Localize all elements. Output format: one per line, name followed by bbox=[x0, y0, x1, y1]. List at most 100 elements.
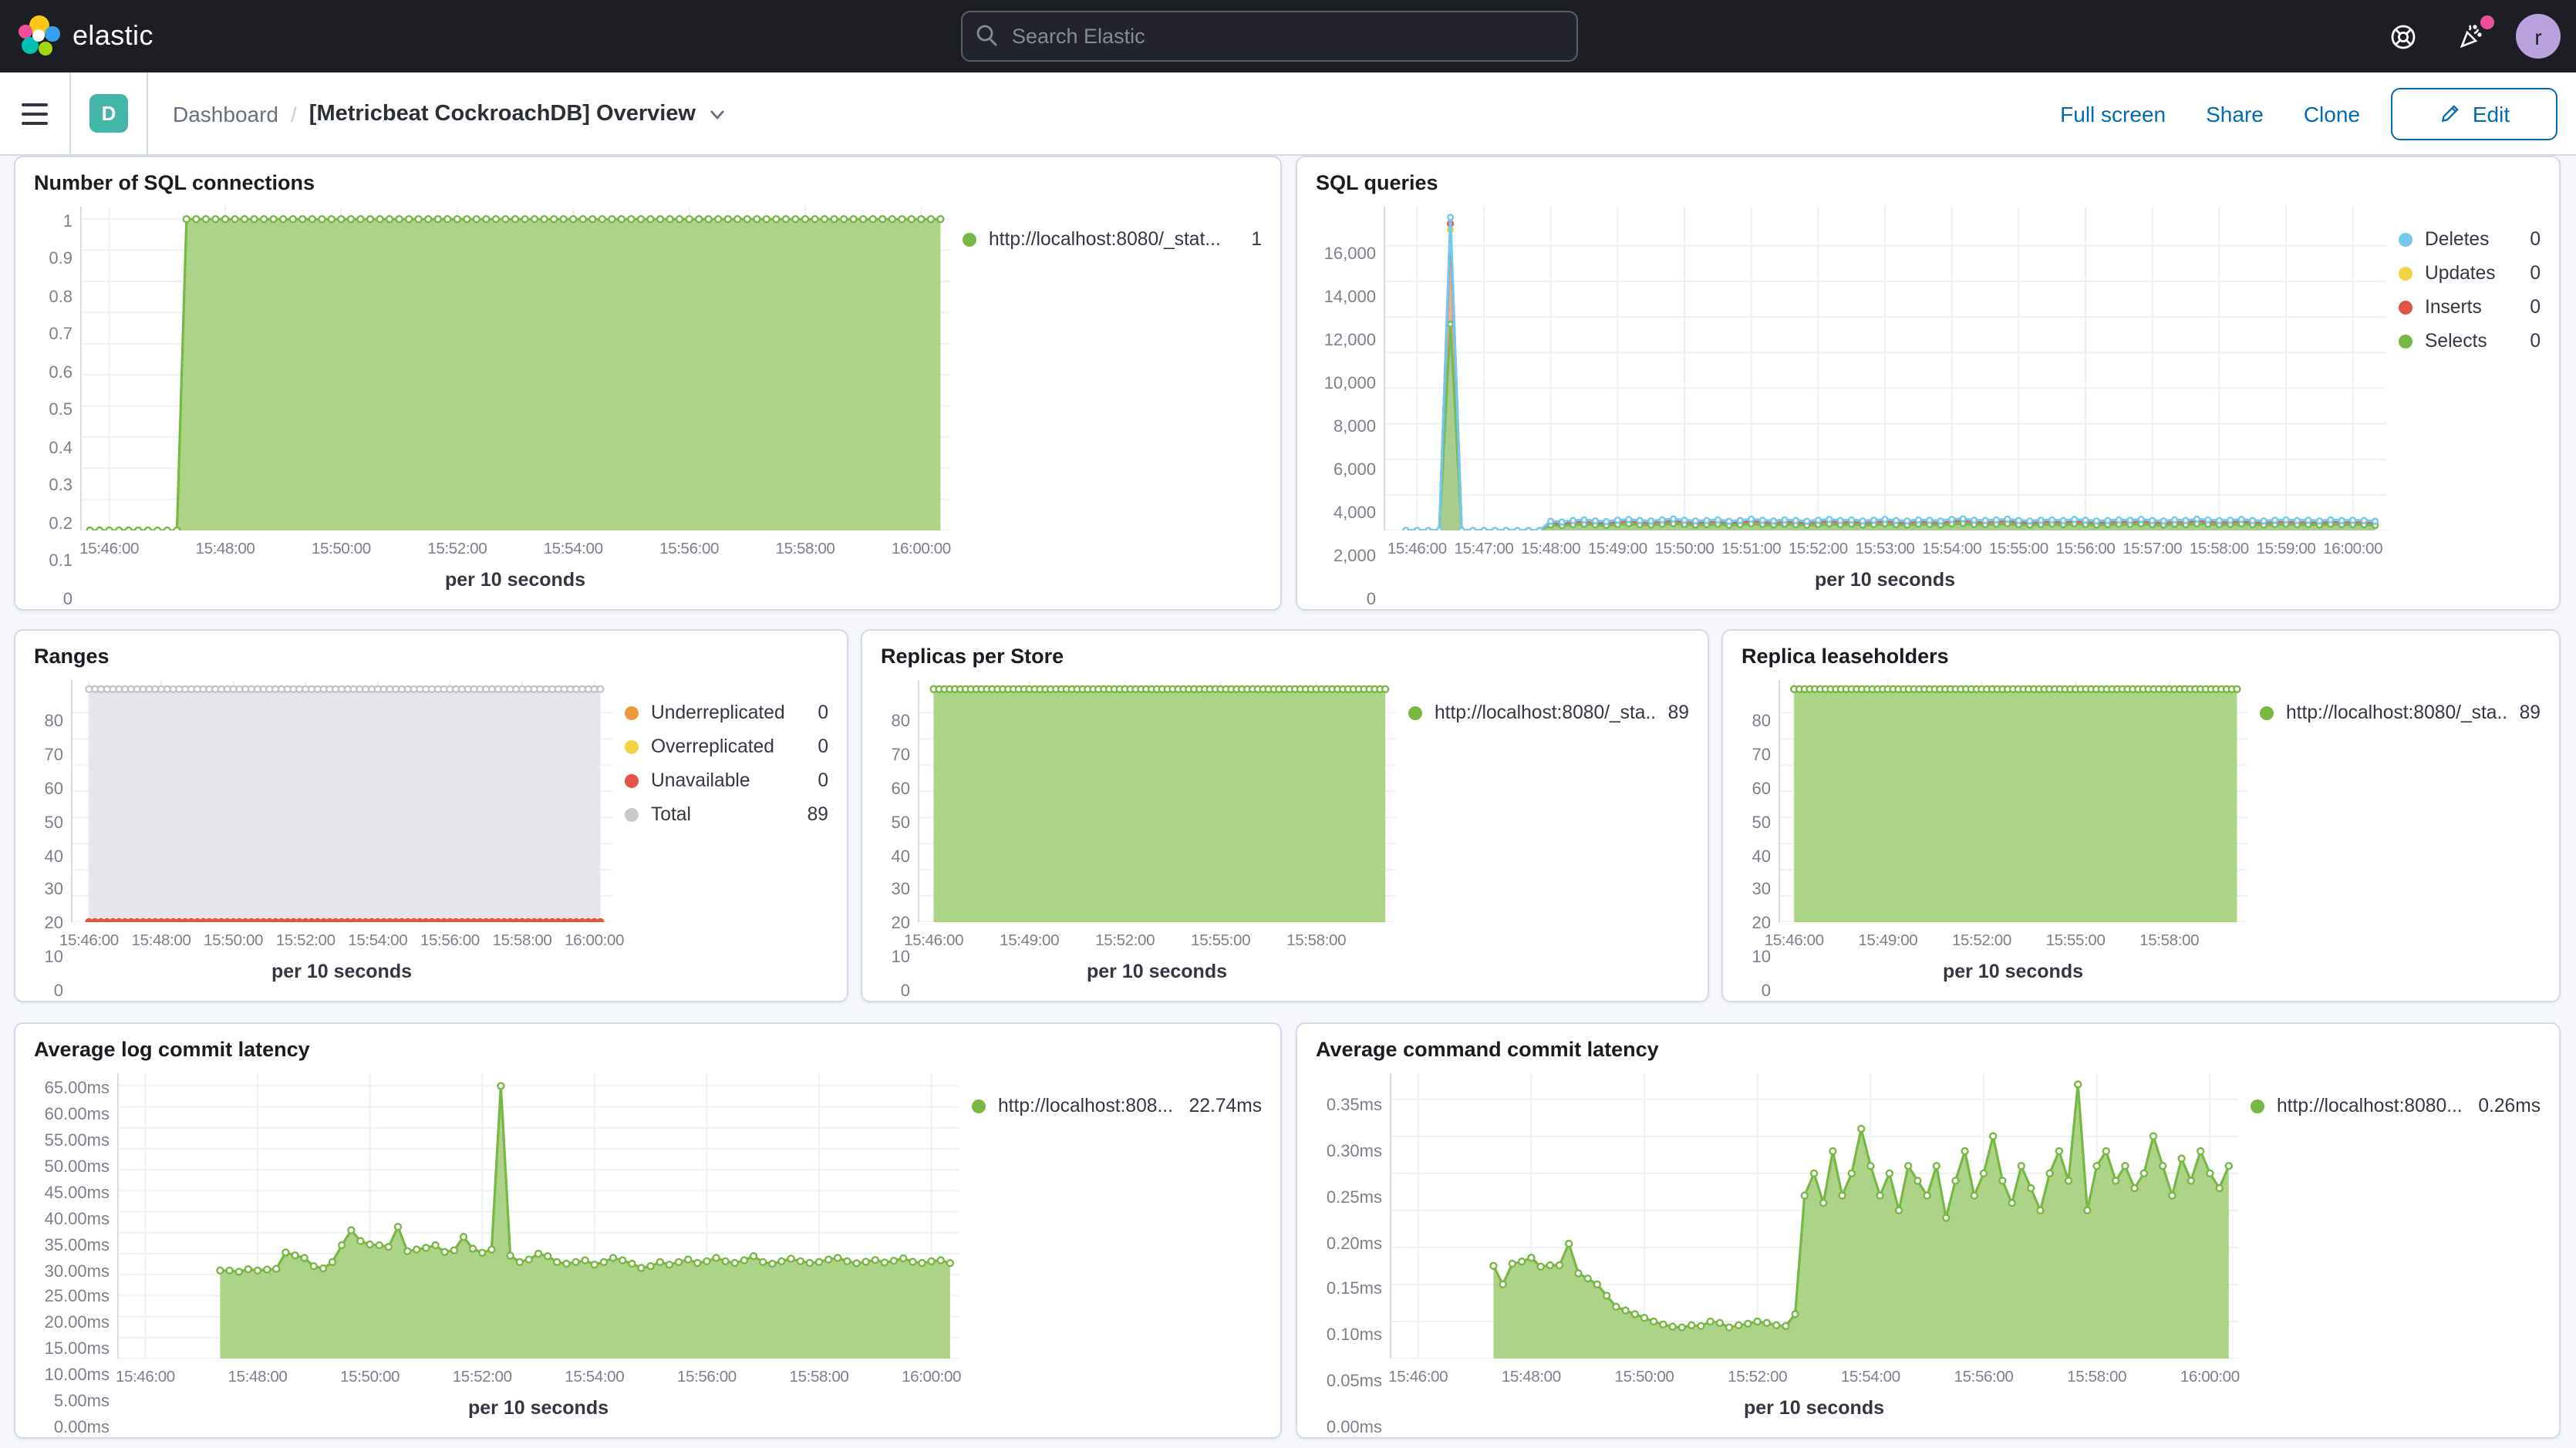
share-button[interactable]: Share bbox=[2206, 101, 2264, 126]
x-axis-title: per 10 seconds bbox=[1086, 961, 1227, 982]
y-tick-label: 0 bbox=[53, 982, 63, 1001]
y-tick-label: 80 bbox=[891, 712, 911, 732]
legend-dot-icon bbox=[2251, 1099, 2264, 1113]
legend-label: http://localhost:8080/_sta... bbox=[2286, 702, 2507, 723]
panel-title: Number of SQL connections bbox=[34, 171, 315, 194]
legend-label: http://localhost:8080/_stat... bbox=[989, 228, 1221, 250]
dashboard-app-badge[interactable]: D bbox=[89, 94, 128, 133]
x-tick-label: 15:46:00 bbox=[59, 933, 119, 950]
y-tick-label: 8,000 bbox=[1333, 417, 1376, 436]
y-tick-label: 40 bbox=[44, 847, 64, 867]
x-tick-label: 15:58:00 bbox=[775, 541, 835, 558]
legend-item[interactable]: Deletes 0 bbox=[2399, 228, 2541, 250]
plot-region[interactable] bbox=[117, 1073, 959, 1359]
y-tick-label: 0.6 bbox=[49, 363, 72, 382]
topbar-icons: r bbox=[2380, 0, 2561, 72]
y-tick-label: 20 bbox=[891, 914, 911, 934]
y-tick-label: 15.00ms bbox=[44, 1340, 110, 1359]
x-tick-label: 16:00:00 bbox=[2180, 1369, 2240, 1386]
plot-region[interactable] bbox=[71, 680, 612, 922]
legend-item[interactable]: Inserts 0 bbox=[2399, 296, 2541, 318]
y-tick-label: 60.00ms bbox=[44, 1106, 110, 1125]
full-screen-button[interactable]: Full screen bbox=[2060, 101, 2166, 126]
brand-name: elastic bbox=[72, 20, 153, 51]
legend-item[interactable]: Unavailable 0 bbox=[625, 769, 828, 791]
y-tick-label: 80 bbox=[1752, 712, 1772, 732]
panel-title: Average command commit latency bbox=[1316, 1038, 1659, 1061]
y-tick-label: 0.20ms bbox=[1326, 1234, 1382, 1254]
legend-item[interactable]: Selects 0 bbox=[2399, 330, 2541, 352]
legend-dot-icon bbox=[2399, 266, 2412, 280]
legend-value: 1 bbox=[1251, 228, 1262, 250]
legend-item[interactable]: Updates 0 bbox=[2399, 262, 2541, 284]
x-tick-label: 15:58:00 bbox=[789, 1369, 849, 1386]
legend-item[interactable]: Overreplicated 0 bbox=[625, 736, 828, 757]
dashboard-header: D Dashboard / [Metricbeat CockroachDB] O… bbox=[0, 72, 2576, 156]
chart-body: 0 10 20 30 40 50 60 70 80 15:46:00 15:49:00 15:52:0… bbox=[1735, 680, 2550, 1001]
plot-region[interactable] bbox=[1384, 207, 2386, 530]
plot-region[interactable] bbox=[1779, 680, 2247, 922]
x-tick-label: 15:46:00 bbox=[1388, 1369, 1448, 1386]
legend-item[interactable]: http://localhost:8080/_stat... 1 bbox=[963, 228, 1262, 250]
y-tick-label: 20 bbox=[1752, 914, 1772, 934]
clone-button[interactable]: Clone bbox=[2303, 101, 2360, 126]
legend-item[interactable]: http://localhost:8080... 0.26ms bbox=[2251, 1095, 2541, 1116]
search-input[interactable] bbox=[961, 11, 1578, 62]
panel-replicas-per-store: Replicas per Store 0 10 20 30 40 50 60 70 80 15:46… bbox=[861, 629, 1709, 1002]
x-axis-title: per 10 seconds bbox=[271, 961, 412, 982]
y-tick-label: 10 bbox=[44, 948, 64, 968]
legend-value: 0 bbox=[2530, 330, 2541, 352]
y-axis: 0 10 20 30 40 50 60 70 80 bbox=[1735, 680, 1779, 1001]
y-tick-label: 0.3 bbox=[49, 476, 72, 496]
legend-item[interactable]: http://localhost:8080/_sta... 89 bbox=[1408, 702, 1689, 723]
help-icon[interactable] bbox=[2380, 13, 2426, 59]
elastic-brand[interactable]: elastic bbox=[19, 15, 153, 57]
legend-item[interactable]: Underreplicated 0 bbox=[625, 702, 828, 723]
legend: http://localhost:8080... 0.26ms bbox=[2238, 1073, 2550, 1428]
elastic-logo-icon bbox=[19, 15, 60, 57]
legend-item[interactable]: Total 89 bbox=[625, 803, 828, 825]
page-title[interactable]: [Metricbeat CockroachDB] Overview bbox=[309, 101, 696, 126]
x-tick-label: 15:59:00 bbox=[2256, 541, 2316, 558]
legend-label: Unavailable bbox=[651, 769, 750, 791]
legend-item[interactable]: http://localhost:8080/_sta... 89 bbox=[2260, 702, 2541, 723]
y-tick-label: 6,000 bbox=[1333, 460, 1376, 480]
y-tick-label: 0.00ms bbox=[53, 1419, 110, 1437]
legend-value: 89 bbox=[2519, 702, 2541, 723]
chevron-down-icon[interactable] bbox=[708, 104, 727, 123]
menu-icon[interactable] bbox=[0, 72, 71, 154]
x-tick-label: 15:57:00 bbox=[2123, 541, 2183, 558]
chart-canvas bbox=[1779, 680, 2247, 922]
x-tick-label: 15:53:00 bbox=[1855, 541, 1915, 558]
search-icon bbox=[975, 23, 1000, 48]
dashboard-app-badge-wrap: D bbox=[71, 72, 148, 154]
legend: http://localhost:8080/_stat... 1 bbox=[950, 207, 1271, 600]
plot-region[interactable] bbox=[80, 207, 950, 530]
breadcrumb-dashboard-link[interactable]: Dashboard bbox=[173, 101, 278, 126]
y-tick-label: 0.9 bbox=[49, 250, 72, 269]
y-tick-label: 0.25ms bbox=[1326, 1188, 1382, 1207]
whats-new-icon[interactable] bbox=[2448, 13, 2494, 59]
y-tick-label: 0 bbox=[1761, 982, 1771, 1001]
legend-value: 0.26ms bbox=[2478, 1095, 2541, 1116]
x-axis-title: per 10 seconds bbox=[1942, 961, 2083, 982]
global-search bbox=[961, 11, 1578, 62]
y-tick-label: 50 bbox=[44, 813, 64, 833]
x-tick-label: 16:00:00 bbox=[2323, 541, 2383, 558]
plot-region[interactable] bbox=[1390, 1073, 2238, 1359]
panel-title: Ranges bbox=[34, 645, 110, 668]
panel-title: Replicas per Store bbox=[881, 645, 1064, 668]
legend-item[interactable]: http://localhost:808... 22.74ms bbox=[972, 1095, 1262, 1116]
plot-region[interactable] bbox=[918, 680, 1396, 922]
breadcrumb: Dashboard / [Metricbeat CockroachDB] Ove… bbox=[173, 101, 727, 126]
user-avatar[interactable]: r bbox=[2516, 14, 2561, 59]
y-tick-label: 0.05ms bbox=[1326, 1372, 1382, 1392]
x-tick-label: 15:46:00 bbox=[904, 933, 964, 950]
x-tick-label: 15:48:00 bbox=[195, 541, 255, 558]
x-tick-label: 15:48:00 bbox=[1521, 541, 1581, 558]
y-tick-label: 16,000 bbox=[1323, 244, 1376, 264]
legend-value: 0 bbox=[2530, 296, 2541, 318]
edit-button[interactable]: Edit bbox=[2391, 87, 2557, 140]
y-tick-label: 0.10ms bbox=[1326, 1326, 1382, 1345]
y-tick-label: 0.2 bbox=[49, 514, 72, 534]
